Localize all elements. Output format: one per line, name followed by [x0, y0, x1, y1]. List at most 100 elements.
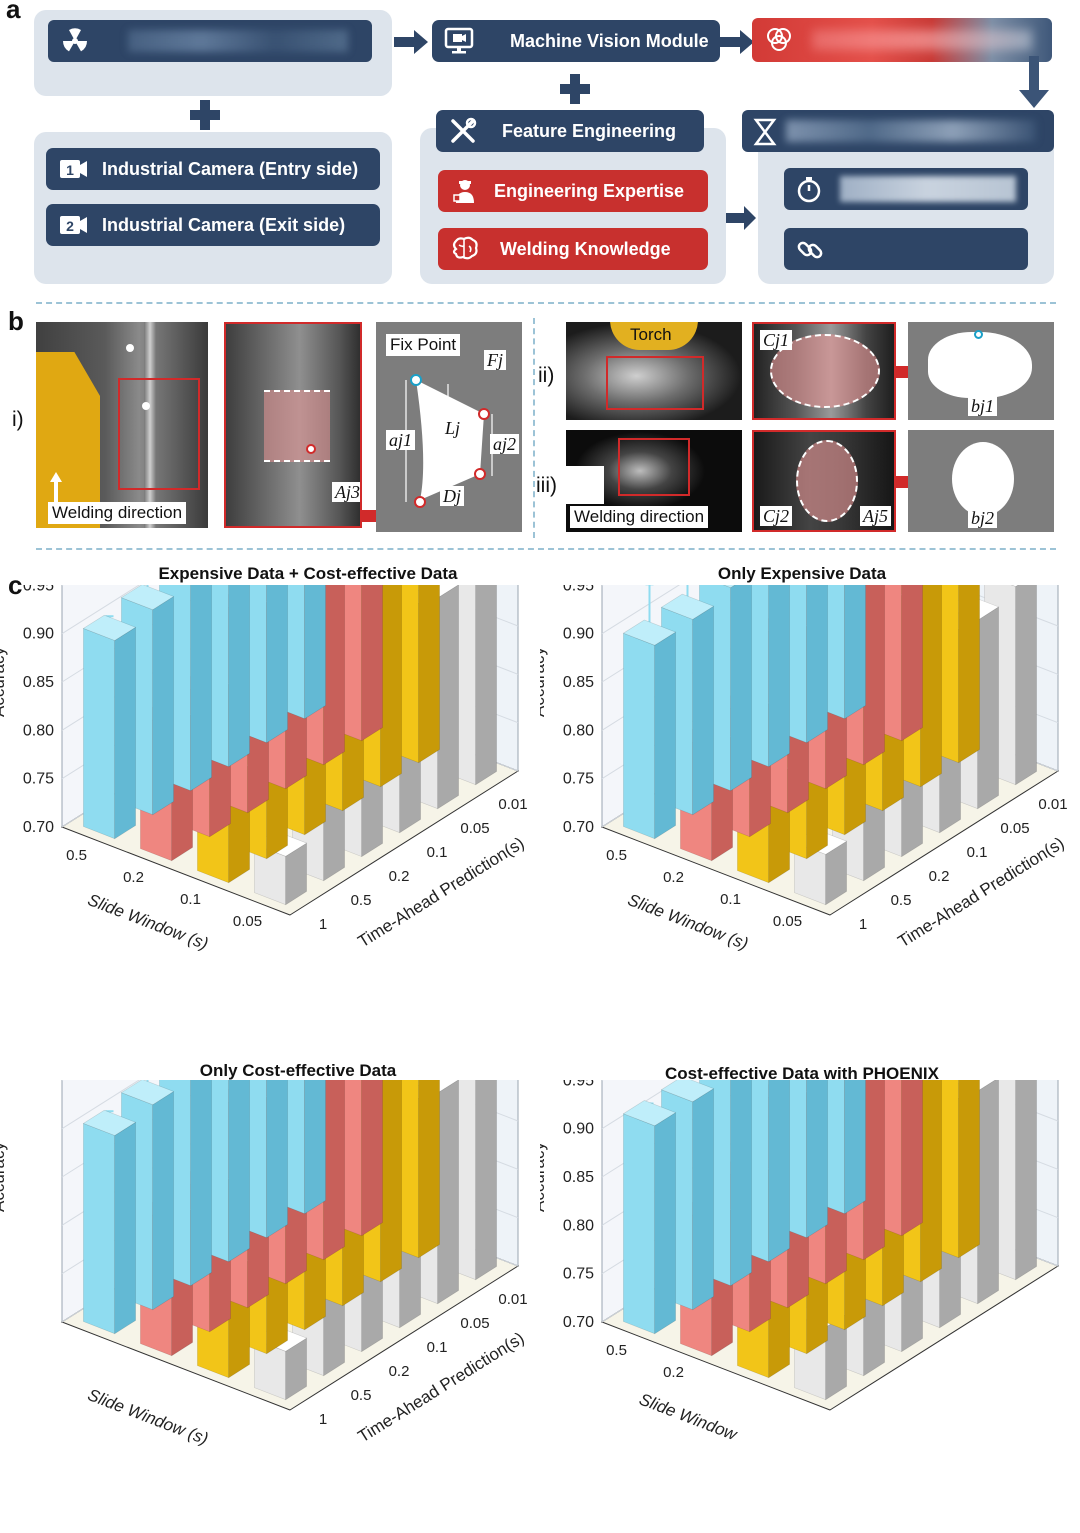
engineering-expertise-label: Engineering Expertise [494, 180, 685, 201]
y-tick-label: 0.2 [389, 1363, 410, 1380]
geometry-diagram: Fix Point Fj Lj aj1 aj2 Dj [376, 322, 522, 532]
bar-face [437, 1080, 459, 1305]
weld-pool-region [796, 440, 858, 522]
bar-face [863, 585, 885, 766]
camera-number-1: 1 [66, 162, 74, 178]
venn-icon [764, 26, 794, 54]
x-tick-label: 0.05 [773, 913, 802, 930]
plus-icon [560, 74, 590, 104]
bar-top [622, 1100, 677, 1127]
bar3d-chart-3: Accuracy 1 0.5 0.2 0.1 0.05 0.01 Slide Window (… [0, 1080, 528, 1449]
hourglass-icon [752, 118, 778, 146]
prediction-output-bar[interactable] [752, 18, 1052, 62]
weld-zoom-photo: Aj3 [224, 322, 362, 528]
symbol-fj: Fj [484, 350, 506, 370]
marker-dot [126, 344, 134, 352]
grid-line [601, 585, 681, 635]
bar-face [361, 1080, 383, 1237]
bar-face [623, 632, 655, 840]
arrow-right-icon [726, 206, 756, 230]
bar [622, 585, 677, 840]
bar3d-chart-2: 0.700.750.800.850.900.951.00Accuracy0.50… [540, 585, 1068, 954]
bar-top [82, 614, 137, 641]
bar-top [660, 1080, 715, 1103]
chart-title-3: Only Cost-effective Data [199, 1061, 397, 1080]
point-marker [306, 444, 316, 454]
arrow-right-icon [720, 30, 754, 54]
y-tick-label: 0.2 [929, 868, 950, 885]
bar-face [114, 626, 136, 840]
z-axis-label: Accuracy [540, 647, 548, 717]
z-tick-label: 0.75 [23, 771, 54, 788]
bar-face [730, 585, 752, 792]
x-tick-label: 0.1 [720, 891, 741, 908]
bar-face [692, 605, 714, 816]
bar-face [304, 585, 326, 720]
y-tick-label: 0.1 [967, 844, 988, 861]
bar-face [380, 585, 402, 788]
bar-face [361, 585, 383, 742]
seam-line [144, 322, 156, 528]
bar-face [266, 585, 288, 744]
bar-top [723, 585, 736, 588]
z-tick-label: 0.90 [563, 626, 594, 643]
bar-face [1015, 585, 1037, 786]
welding-knowledge-button[interactable]: Welding Knowledge [438, 228, 708, 270]
z-tick-label: 0.70 [23, 819, 54, 836]
bar-face [83, 1122, 115, 1335]
tools-icon [448, 116, 478, 146]
zoom-box [618, 438, 690, 496]
bar-face [654, 1112, 676, 1335]
symbol-aj5: Aj5 [860, 506, 891, 526]
y-tick-label: 0.1 [427, 1339, 448, 1356]
sensor-module-button[interactable] [48, 20, 372, 62]
symbol-dj: Dj [440, 486, 464, 506]
bar-face [437, 585, 459, 810]
z-tick-label: 0.70 [563, 1314, 594, 1331]
z-tick-label: 0.70 [563, 819, 594, 836]
bar-face [806, 1080, 828, 1239]
x-tick-label: 0.1 [180, 891, 201, 908]
machine-vision-button[interactable]: Machine Vision Module [432, 20, 720, 62]
z-tick-label: 0.90 [563, 1121, 594, 1138]
z-tick-label: 0.75 [563, 1266, 594, 1283]
z-tick-label: 0.90 [23, 626, 54, 643]
link-output-bar[interactable] [784, 228, 1028, 270]
engineering-expertise-button[interactable]: Engineering Expertise [438, 170, 708, 212]
hourglass-output-bar[interactable] [742, 110, 1054, 152]
divider [533, 318, 535, 538]
camera-icon: 1 [58, 154, 88, 184]
symbol-bj2: bj2 [968, 508, 998, 528]
camera-exit-button[interactable]: 2 Industrial Camera (Exit side) [46, 204, 380, 246]
bar-face [152, 595, 174, 816]
bar-face [901, 1080, 923, 1237]
bar-face [901, 585, 923, 742]
x-axis-title: Slide Window (s) [85, 1385, 211, 1448]
x-tick-label: 0.5 [606, 1342, 627, 1359]
bar-face [114, 1121, 136, 1335]
arrow-right-icon [394, 30, 428, 54]
bar-face [190, 1080, 212, 1287]
bar-top [120, 1080, 175, 1106]
z-axis-label: Accuracy [0, 647, 8, 717]
z-tick-label: 0.85 [563, 1169, 594, 1186]
white-block [566, 466, 604, 504]
bar-face [977, 606, 999, 810]
zoom-box [118, 378, 200, 490]
chart-title-4: Cost-effective Data with PHOENIX [665, 1064, 939, 1083]
torch-head [610, 322, 698, 350]
row-label-ii: ii) [538, 364, 555, 387]
marker-dot [142, 402, 150, 410]
z-tick-label: 0.85 [23, 674, 54, 691]
exit-pool-photo: Welding direction [566, 430, 742, 532]
feature-engineering-button[interactable]: Feature Engineering [436, 110, 704, 152]
camera-icon: 2 [58, 210, 88, 240]
timer-output-bar[interactable] [784, 168, 1028, 210]
bar-face [418, 585, 440, 764]
bar-face [768, 585, 790, 768]
bar-face [958, 1080, 980, 1259]
camera-entry-button[interactable]: 1 Industrial Camera (Entry side) [46, 148, 380, 190]
bar-face [654, 631, 676, 840]
welding-direction-label: Welding direction [570, 506, 709, 528]
pool-shape [928, 332, 1032, 398]
